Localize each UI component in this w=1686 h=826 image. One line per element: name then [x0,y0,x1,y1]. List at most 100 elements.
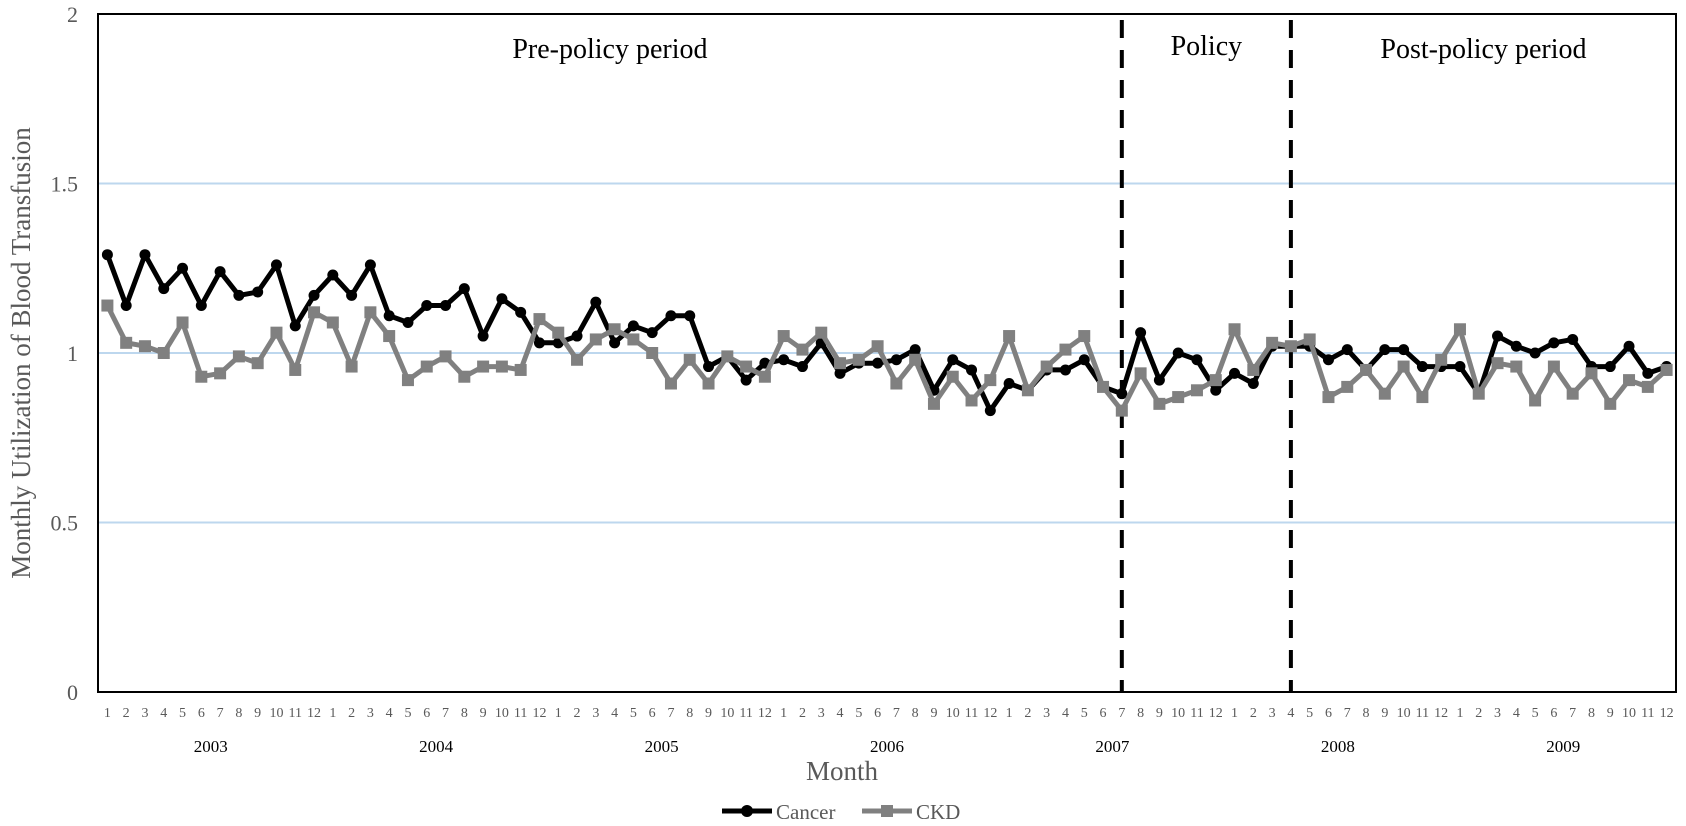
x-tick-month-label: 7 [1344,706,1351,721]
data-point-ckd [1491,357,1504,370]
y-tick-label: 0.5 [51,511,79,536]
x-tick-month-label: 5 [855,706,862,721]
data-point-cancer [195,300,207,312]
series-lines [101,249,1673,417]
data-point-ckd [1209,374,1222,387]
data-point-cancer [909,344,921,356]
x-tick-month-label: 9 [705,706,712,721]
data-point-cancer [684,310,696,322]
data-point-ckd [946,370,959,383]
x-tick-year-label: 2004 [419,737,454,756]
data-point-cancer [1322,354,1334,366]
policy-markers [1119,20,1293,692]
data-point-cancer [364,259,376,271]
data-point-ckd [232,350,245,363]
data-point-ckd [1021,384,1034,397]
data-point-ckd [270,326,283,339]
data-point-ckd [1153,397,1166,410]
data-point-cancer [1529,347,1541,359]
data-point-ckd [1435,353,1448,366]
data-point-cancer [571,330,583,342]
x-tick-month-label: 4 [1513,706,1520,721]
data-point-cancer [590,296,602,308]
x-axis-ticks: 1 2 3 4 5 6 7 8 9 10 11 12 1 2 3 4 5 6 7 8 9 10 11 12 1 2 3 4 5 6 7 8 9 1… [104,706,1674,756]
x-tick-month-label: 3 [818,706,825,721]
data-point-ckd [627,333,640,346]
data-point-cancer [778,354,790,366]
data-point-cancer [421,300,433,312]
data-point-ckd [1078,330,1091,343]
data-point-ckd [364,306,377,319]
data-point-cancer [1247,378,1259,390]
data-point-cancer [1379,344,1391,356]
legend-item-cancer: Cancer [722,800,835,824]
data-point-ckd [533,313,546,326]
data-point-cancer [308,289,320,301]
x-tick-month-label: 2 [799,706,806,721]
x-tick-month-label: 1 [1456,706,1463,721]
data-point-cancer [120,300,132,312]
data-point-ckd [1566,387,1579,400]
x-tick-year-label: 2006 [870,737,904,756]
x-tick-month-label: 4 [837,706,844,721]
data-point-cancer [1210,384,1222,396]
x-tick-month-label: 7 [893,706,900,721]
data-point-ckd [1416,391,1429,404]
legend-marker [881,805,893,817]
gridlines [98,182,1676,524]
x-tick-month-label: 11 [289,706,302,721]
data-point-ckd [1604,397,1617,410]
x-tick-month-label: 11 [514,706,527,721]
data-point-ckd [683,353,696,366]
data-point-ckd [1322,391,1335,404]
data-point-cancer [289,320,301,332]
x-tick-month-label: 9 [480,706,487,721]
data-point-ckd [1134,367,1147,380]
data-point-cancer [177,262,189,274]
data-point-cancer [703,361,715,373]
x-tick-month-label: 5 [1081,706,1088,721]
y-tick-label: 0 [67,680,78,705]
x-tick-month-label: 2 [574,706,581,721]
x-tick-month-label: 2 [1250,706,1257,721]
data-point-ckd [702,377,715,390]
x-tick-year-label: 2005 [645,737,679,756]
x-tick-month-label: 12 [1660,706,1674,721]
data-point-ckd [1585,367,1598,380]
x-tick-month-label: 12 [983,706,997,721]
data-point-cancer [496,293,508,305]
data-point-ckd [383,330,396,343]
data-point-ckd [345,360,358,373]
data-point-ckd [1172,391,1185,404]
x-tick-month-label: 10 [495,706,509,721]
data-point-ckd [1397,360,1410,373]
data-point-cancer [158,283,170,295]
x-tick-month-label: 11 [965,706,978,721]
x-tick-month-label: 6 [1100,706,1107,721]
data-point-ckd [1660,363,1673,376]
data-point-cancer [101,249,113,261]
x-tick-month-label: 5 [179,706,186,721]
x-tick-month-label: 8 [1588,706,1595,721]
data-point-ckd [439,350,452,363]
plot-area-border [97,13,1677,693]
data-point-ckd [514,363,527,376]
data-point-ckd [1284,340,1297,353]
x-tick-month-label: 11 [1641,706,1654,721]
data-point-ckd [420,360,433,373]
x-tick-month-label: 3 [592,706,599,721]
data-point-cancer [646,327,658,339]
data-point-ckd [1360,363,1373,376]
x-tick-month-label: 10 [946,706,960,721]
x-tick-month-label: 6 [874,706,881,721]
data-point-ckd [1623,374,1636,387]
x-tick-month-label: 12 [1434,706,1448,721]
data-point-ckd [289,363,302,376]
period-label: Policy [1171,31,1243,62]
x-tick-month-label: 2 [1024,706,1031,721]
data-point-ckd [214,367,227,380]
data-point-cancer [440,300,452,312]
data-point-ckd [664,377,677,390]
data-point-ckd [495,360,508,373]
data-point-ckd [1266,336,1279,349]
